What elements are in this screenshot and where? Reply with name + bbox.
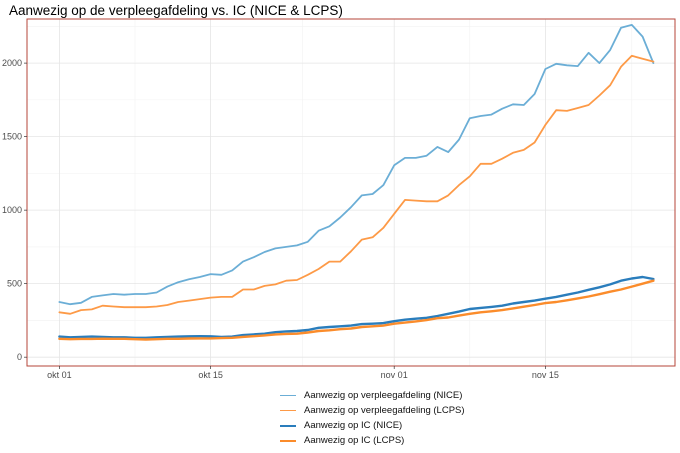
legend-key [280,395,296,396]
legend-item: Aanwezig op verpleegafdeling (LCPS) [280,403,465,418]
x-tick-label: okt 15 [198,370,223,380]
legend-item: Aanwezig op IC (LCPS) [280,433,465,448]
y-tick-label: 1500 [2,132,22,142]
series-line-1 [58,54,655,315]
legend-key [280,424,296,427]
major-gridlines [27,19,675,366]
axis-ticks [24,62,546,369]
series-lines [58,23,655,341]
chart-title: Aanwezig op de verpleegafdeling vs. IC (… [9,3,343,18]
legend-item: Aanwezig op IC (NICE) [280,418,465,433]
series-line-2 [58,275,655,339]
series-line-3 [58,279,655,341]
legend-label: Aanwezig op verpleegafdeling (LCPS) [304,405,465,416]
x-tick-label: nov 15 [532,370,559,380]
legend-item: Aanwezig op verpleegafdeling (NICE) [280,388,465,403]
legend-label: Aanwezig op IC (LCPS) [304,435,405,446]
series-line-0 [58,23,655,306]
legend: Aanwezig op verpleegafdeling (NICE) Aanwe… [280,388,465,448]
legend-label: Aanwezig op verpleegafdeling (NICE) [304,390,463,401]
legend-key [280,439,296,442]
panel-border [26,18,676,367]
y-tick-label: 2000 [2,58,22,68]
y-tick-label: 1000 [2,205,22,215]
axis-tick-labels: 0 500 1000 1500 2000 okt 01 okt 15 nov 01 nov 15 [2,58,559,380]
x-tick-label: nov 01 [381,370,408,380]
x-tick-label: okt 01 [47,370,72,380]
legend-label: Aanwezig op IC (NICE) [304,420,403,431]
legend-key [280,410,296,411]
y-tick-label: 500 [7,279,22,289]
y-tick-label: 0 [17,352,22,362]
minor-gridlines [27,19,675,366]
